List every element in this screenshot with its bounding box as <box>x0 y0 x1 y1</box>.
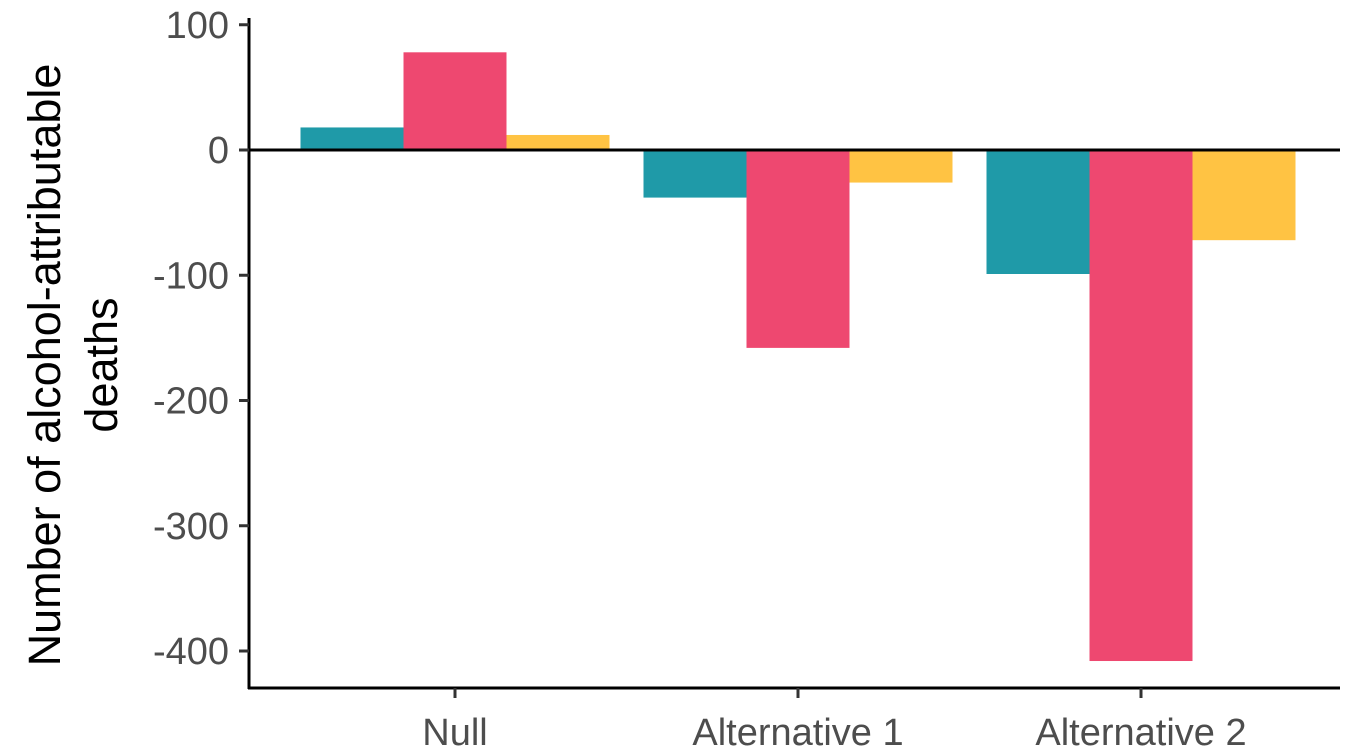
y-axis-title-line: deaths <box>76 297 127 432</box>
x-ticks-layer: Null Alternative 1 Alternative 2 <box>422 688 1247 752</box>
bar-2-series-0 <box>986 150 1090 274</box>
y-ticks-layer: 100 0 -100 -200 -300 -400 <box>153 5 249 673</box>
bar-0-series-2 <box>506 134 610 150</box>
bar-1-series-0 <box>643 150 747 198</box>
y-tick-label: 0 <box>208 130 229 172</box>
bar-0-series-0 <box>300 127 404 150</box>
y-tick-label: -400 <box>153 631 229 673</box>
bar-2-series-2 <box>1192 150 1296 241</box>
bar-1-series-1 <box>746 150 850 348</box>
bar-2-series-1 <box>1089 150 1193 662</box>
y-tick-label: -100 <box>153 255 229 297</box>
axes-layer <box>247 18 1340 690</box>
y-tick-label: -200 <box>153 381 229 423</box>
x-tick-label: Null <box>422 712 487 752</box>
y-tick-label: -300 <box>153 506 229 548</box>
y-axis-title: Number of alcohol-attributable deaths <box>19 64 127 667</box>
bar-0-series-1 <box>403 52 507 151</box>
x-tick-label: Alternative 1 <box>692 712 903 752</box>
y-axis-title-line: Number of alcohol-attributable <box>19 64 70 667</box>
x-tick-label: Alternative 2 <box>1035 712 1246 752</box>
y-tick-label: 100 <box>166 5 229 47</box>
bars-layer <box>300 52 1296 662</box>
bar-1-series-2 <box>849 150 953 183</box>
